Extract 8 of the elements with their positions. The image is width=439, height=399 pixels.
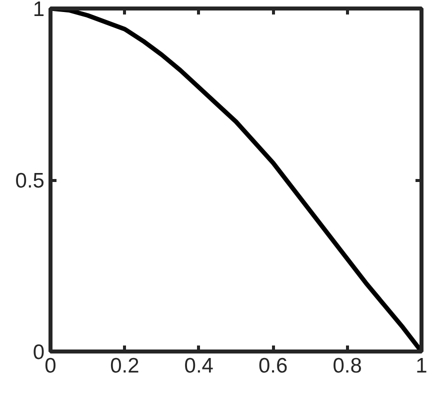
x-tick-label: 0.4 [184,354,214,378]
line-series [50,8,422,352]
y-tick-label: 1 [32,0,45,21]
y-tick-label: 0.5 [15,170,45,192]
x-tick-label: 0.8 [332,354,362,378]
x-tick-label: 1 [416,354,428,378]
x-tick-label: 0.6 [258,354,288,378]
x-tick-label: 0.2 [110,354,140,378]
